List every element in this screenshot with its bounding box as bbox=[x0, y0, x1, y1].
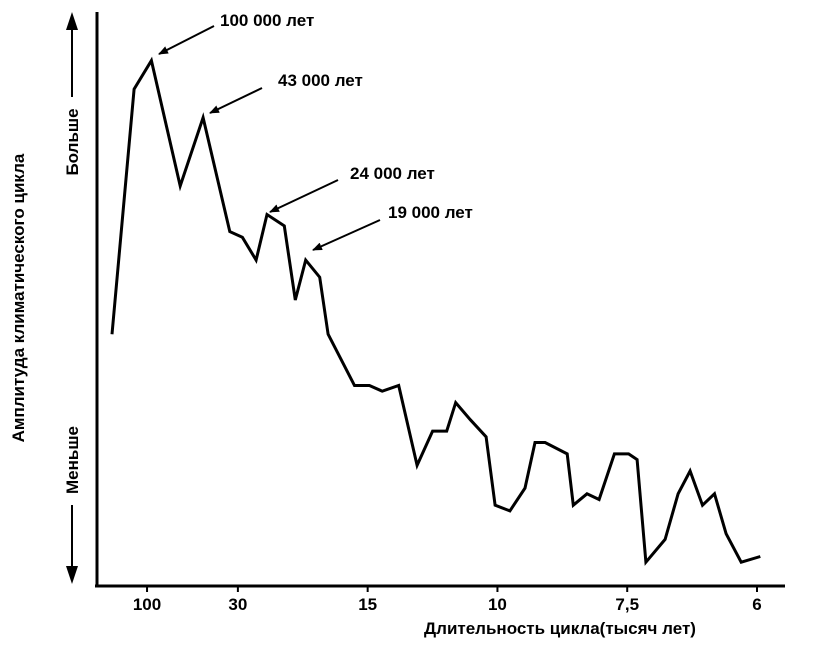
x-tick-label: 7,5 bbox=[615, 595, 639, 614]
arrowhead bbox=[66, 12, 78, 30]
annotation-arrow bbox=[158, 25, 215, 55]
annotation: 24 000 лет bbox=[350, 164, 435, 183]
arrowhead bbox=[66, 566, 78, 584]
annotation: 19 000 лет bbox=[388, 203, 473, 222]
y-low-label: Меньше bbox=[63, 426, 82, 494]
x-tick-label: 30 bbox=[228, 595, 247, 614]
annotation-arrow bbox=[269, 179, 339, 213]
annotation-arrow bbox=[312, 219, 381, 251]
x-axis-label: Длительность цикла(тысяч лет) bbox=[424, 619, 696, 638]
annotation-arrow bbox=[209, 87, 263, 114]
annotation: 100 000 лет bbox=[220, 11, 314, 30]
y-high-label: Больше bbox=[63, 108, 82, 175]
x-tick-label: 6 bbox=[752, 595, 761, 614]
x-tick-label: 100 bbox=[133, 595, 161, 614]
y-axis-label: Амплитуда климатического цикла bbox=[9, 153, 28, 442]
data-line bbox=[110, 56, 761, 566]
x-tick-label: 10 bbox=[488, 595, 507, 614]
annotation: 43 000 лет bbox=[278, 71, 363, 90]
x-tick-label: 15 bbox=[358, 595, 377, 614]
